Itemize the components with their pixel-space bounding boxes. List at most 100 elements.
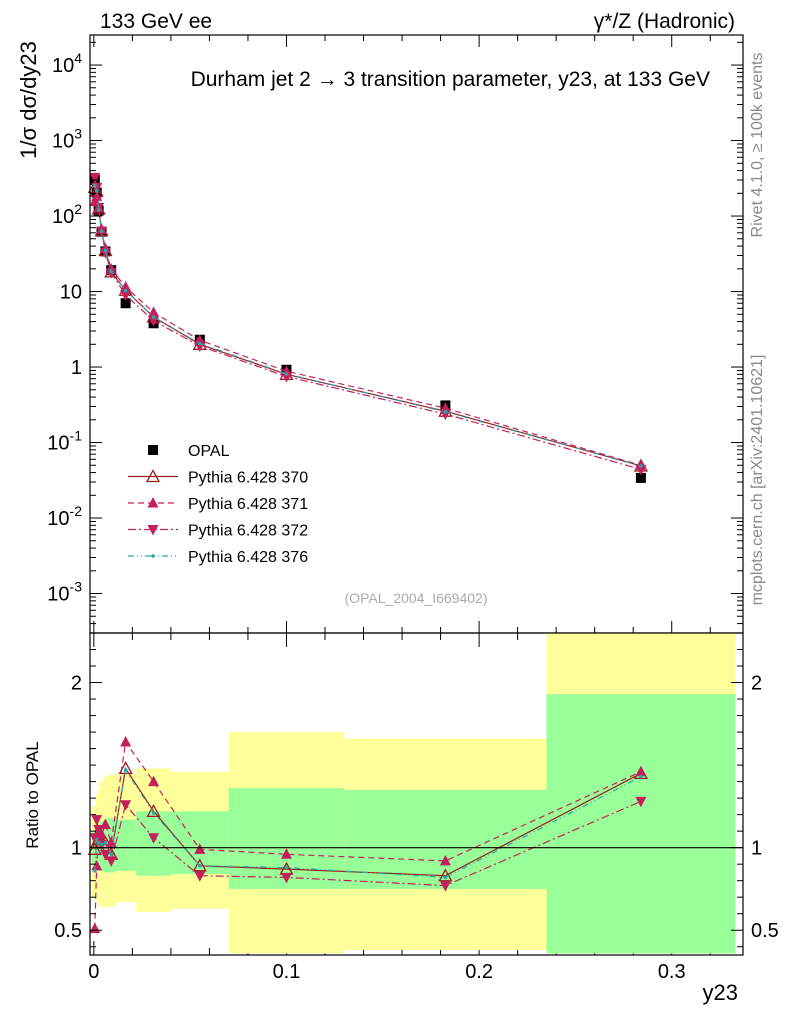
main-point <box>91 190 103 201</box>
y-tick-label: 103 <box>52 126 82 153</box>
main-point <box>197 341 202 346</box>
main-title: Durham jet 2 → 3 transition parameter, y… <box>191 68 710 91</box>
ratio-point <box>148 775 160 787</box>
header-right: γ*/Z (Hadronic) <box>594 10 735 33</box>
ratio-point <box>89 922 101 934</box>
ratio-point <box>91 859 103 871</box>
y-tick-label: 102 <box>52 201 82 228</box>
ratio-ylabel: Ratio to OPAL <box>23 741 42 848</box>
ratio-point <box>93 868 97 873</box>
legend-label: Pythia 6.428 372 <box>188 523 308 540</box>
main-point <box>89 172 101 184</box>
ratio-point <box>96 828 108 839</box>
ratio-point <box>639 774 643 779</box>
main-point <box>96 207 101 212</box>
x-tick-label: 0.3 <box>658 961 686 983</box>
legend-marker <box>147 525 159 536</box>
main-point <box>639 464 643 468</box>
main-point <box>94 189 99 193</box>
ratio-point <box>105 856 117 867</box>
ratio-y-tick-label: 1 <box>71 838 82 860</box>
main-point <box>109 269 113 274</box>
main-point <box>105 268 117 279</box>
ratio-line-pythia-6-428-372 <box>94 800 642 887</box>
y-tick-label: 104 <box>52 50 82 77</box>
x-tick-label: 0.1 <box>273 961 301 983</box>
main-point <box>151 315 156 319</box>
ratio-point <box>284 865 289 870</box>
main-line-pythia-6-428-372 <box>94 177 642 470</box>
legend-label: Pythia 6.428 370 <box>188 470 308 487</box>
ratio-point <box>123 768 128 772</box>
x-tick-label: 0 <box>88 961 99 983</box>
main-point <box>635 464 647 476</box>
ratio-point <box>192 858 207 872</box>
side-rivet: Rivet 4.1.0, ≥ 100k events <box>749 53 766 238</box>
ratio-point <box>89 833 101 844</box>
ratio-y-tick-label: 2 <box>751 673 762 695</box>
main-ylabel: 1/σ dσ/dy23 <box>16 41 41 159</box>
main-point <box>93 183 97 188</box>
y-tick-label: 1 <box>71 357 82 379</box>
ratio-axes: 0.5 0.5 1 1 2 2 0 0.1 0.2 0.3 <box>54 632 779 983</box>
ratio-y-tick-label: 2 <box>71 673 82 695</box>
ratio-point <box>120 735 132 747</box>
main-point <box>148 306 160 317</box>
ratio-point <box>148 833 160 844</box>
ratio-point <box>120 800 132 811</box>
band-green <box>115 819 137 871</box>
watermark: (OPAL_2004_I669402) <box>345 590 488 606</box>
legend-marker <box>151 554 155 558</box>
ratio-y-tick-label: 0.5 <box>751 920 779 942</box>
band-green <box>103 819 108 873</box>
y-tick-label: 10-2 <box>47 503 82 530</box>
ratio-point <box>87 841 102 855</box>
ratio-point <box>151 811 156 815</box>
ratio-point <box>439 881 451 892</box>
ratio-point <box>96 840 101 845</box>
legend-marker <box>145 469 161 483</box>
legend: OPAL Pythia 6.428 370 Pythia 6.428 371 Pyth… <box>128 443 308 566</box>
y-tick-label: 10 <box>60 282 82 304</box>
side-mcplots: mcplots.cern.ch [arXiv:2401.10621] <box>749 355 766 606</box>
ratio-point <box>93 825 105 836</box>
legend-label: Pythia 6.428 376 <box>188 549 308 566</box>
main-point <box>123 288 128 293</box>
ratio-point <box>91 815 103 826</box>
legend-marker <box>148 445 158 455</box>
x-axis-label: y23 <box>703 980 738 1005</box>
band-green <box>546 694 736 954</box>
main-line-pythia-6-428-370 <box>94 187 642 467</box>
band-green <box>97 824 100 868</box>
ratio-plot-content <box>87 735 649 934</box>
main-plot-content <box>87 172 649 483</box>
legend-label: Pythia 6.428 371 <box>188 496 308 513</box>
ratio-point <box>109 852 113 857</box>
ratio-point <box>146 803 161 817</box>
ratio-point <box>94 837 99 842</box>
main-point <box>103 248 108 253</box>
ratio-point <box>443 875 448 880</box>
main-point <box>635 472 646 483</box>
ratio-point <box>280 872 292 884</box>
y-tick-label: 10-3 <box>47 579 82 606</box>
ratio-bands <box>91 633 736 954</box>
main-point <box>99 247 111 259</box>
legend-label: OPAL <box>188 443 230 460</box>
main-point <box>284 372 289 376</box>
ratio-point <box>280 848 292 859</box>
main-line-pythia-6-428-376 <box>94 185 642 467</box>
ratio-point <box>197 864 202 868</box>
ratio-point <box>635 765 647 777</box>
ratio-point <box>103 840 108 845</box>
main-point <box>443 410 448 414</box>
ratio-y-tick-label: 0.5 <box>54 920 82 942</box>
y-tick-label: 10-1 <box>47 428 82 455</box>
ratio-point <box>635 796 647 808</box>
band-green <box>228 788 345 889</box>
main-axes: 10-3 10-2 10-1 1 10 102 103 104 <box>47 34 744 955</box>
header-left: 133 GeV ee <box>100 10 212 33</box>
main-point <box>99 229 104 233</box>
ratio-point <box>194 871 206 882</box>
ratio-y-tick-label: 1 <box>751 838 762 860</box>
